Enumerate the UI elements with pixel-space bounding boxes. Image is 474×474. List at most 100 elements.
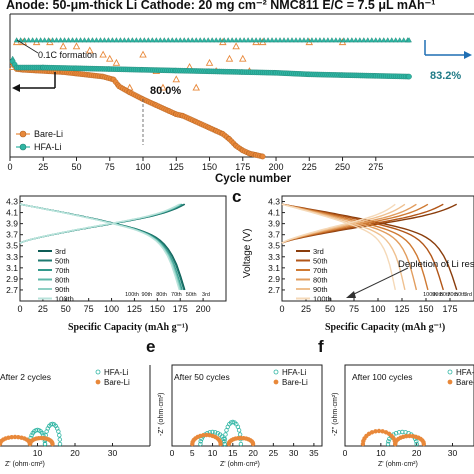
panel-a-xlabel: Cycle number xyxy=(215,173,292,185)
d-hfa-point xyxy=(57,441,63,447)
f-hfa-point xyxy=(414,441,419,447)
hfa-efficiency-point xyxy=(337,37,343,43)
hfa-efficiency-point xyxy=(125,37,132,43)
bare-efficiency-point xyxy=(205,58,214,66)
hfa-efficiency-point xyxy=(329,37,335,43)
d-hfa-point xyxy=(57,433,62,438)
b-legend-label: 90th xyxy=(55,285,70,294)
c-order-label: 3rd xyxy=(464,292,472,298)
hfa-efficiency-point xyxy=(257,37,263,43)
bare-retention-label: 80.0% xyxy=(150,85,181,97)
hfa-efficiency-point xyxy=(161,37,168,43)
left-axis-arrow-head xyxy=(12,84,20,92)
d-xtick-label: 10 xyxy=(33,448,43,458)
bare-efficiency-point xyxy=(139,50,147,58)
a-xtick-label: 25 xyxy=(38,162,48,172)
hfa-efficiency-point xyxy=(205,37,212,43)
b-legend-label: 3rd xyxy=(55,247,66,256)
a-xtick-label: 75 xyxy=(105,162,115,172)
panel-f: f After 100 cycles -Z'' (ohm·cm²) 0 10 20 3… xyxy=(318,337,474,468)
b-discharge-curve xyxy=(19,203,181,291)
hfa-efficiency-point xyxy=(49,37,56,43)
b-order-label: 80th xyxy=(156,292,167,298)
bare-efficiency-point xyxy=(192,83,200,91)
hfa-retention-label: 83.2% xyxy=(430,70,461,82)
hfa-efficiency-point xyxy=(341,37,347,43)
f-xtick-label: 30 xyxy=(448,448,458,458)
c-xtick-label: 0 xyxy=(279,304,284,314)
d-legend-label: Bare-Li xyxy=(104,378,130,387)
a-xtick-label: 100 xyxy=(135,162,150,172)
f-hfa-point xyxy=(414,439,419,444)
a-xtick-label: 250 xyxy=(335,162,350,172)
f-bare-point xyxy=(373,429,378,434)
hfa-efficiency-point xyxy=(333,37,339,43)
figure-header: Anode: 50-μm-thick Li Cathode: 20 mg cm⁻… xyxy=(6,0,435,12)
f-legend-label: HFA-Li xyxy=(456,368,474,377)
a-xtick-label: 175 xyxy=(235,162,250,172)
hfa-efficiency-point xyxy=(406,37,412,43)
c-order-label: 90th xyxy=(432,292,443,298)
hfa-efficiency-point xyxy=(185,37,192,43)
b-charge-curve xyxy=(19,203,183,244)
c-xtick-label: 175 xyxy=(442,304,457,314)
f-hfa-point xyxy=(385,441,391,447)
b-xtick-label: 0 xyxy=(17,304,22,314)
c-xtick-label: 50 xyxy=(325,304,335,314)
b-legend-label: 80th xyxy=(55,276,70,285)
c-xtick-label: 75 xyxy=(349,304,359,314)
b-charge-curve xyxy=(19,203,182,244)
hfa-efficiency-point xyxy=(65,37,72,43)
b-xtick-label: 100 xyxy=(104,304,119,314)
c-discharge-curve xyxy=(281,203,396,291)
c-ytick-label: 2.7 xyxy=(268,285,280,295)
c-ytick-label: 2.9 xyxy=(268,274,280,284)
d-hfa-point xyxy=(29,433,34,438)
hfa-efficiency-point xyxy=(345,37,351,43)
e-xtick-label: 5 xyxy=(190,448,195,458)
panel-b-frame xyxy=(19,195,227,302)
b-order-label: 70th xyxy=(171,292,182,298)
b-ytick-label: 3.9 xyxy=(6,219,18,229)
b-xtick-label: 75 xyxy=(84,304,94,314)
c-ytick-label: 4.1 xyxy=(268,208,280,218)
c-ytick-label: 3.1 xyxy=(268,263,280,273)
hfa-efficiency-point xyxy=(305,37,311,43)
c-xtick-label: 25 xyxy=(301,304,311,314)
bare-efficiency-point xyxy=(159,83,167,91)
hfa-efficiency-point xyxy=(85,37,92,43)
e-hfa-point xyxy=(238,441,244,447)
bare-efficiency-point xyxy=(225,54,234,62)
hfa-efficiency-point xyxy=(356,37,363,43)
b-charge-curve xyxy=(19,203,185,244)
bare-efficiency-point xyxy=(172,75,181,83)
e-bare-point xyxy=(218,441,223,447)
c-legend-label: 70th xyxy=(313,266,328,275)
e-xtick-label: 15 xyxy=(228,448,238,458)
d-legend-label: HFA-Li xyxy=(104,368,129,377)
b-legend-label: 50th xyxy=(55,257,70,266)
hfa-efficiency-point xyxy=(113,37,120,43)
c-xtick-label: 125 xyxy=(394,304,409,314)
a-xtick-label: 225 xyxy=(302,162,317,172)
hfa-efficiency-point xyxy=(81,37,88,43)
hfa-efficiency-point xyxy=(241,37,247,43)
hfa-efficiency-point xyxy=(29,37,36,43)
d-xtick-label: 20 xyxy=(70,448,80,458)
f-xtick-label: 0 xyxy=(343,448,348,458)
e-legend-marker xyxy=(273,379,279,385)
hfa-efficiency-point xyxy=(213,37,220,43)
hfa-efficiency-point xyxy=(101,37,108,43)
b-order-label: 100th xyxy=(125,292,139,298)
hfa-efficiency-point xyxy=(201,37,208,43)
f-legend-marker xyxy=(447,379,453,385)
hfa-efficiency-point xyxy=(289,37,295,43)
formation-label: 0.1C formation xyxy=(38,50,97,60)
legend-bare-label: Bare-Li xyxy=(34,129,63,139)
hfa-efficiency-point xyxy=(117,37,124,43)
b-discharge-curve xyxy=(19,203,183,291)
panel-e-ylabel: -Z'' (ohm·cm²) xyxy=(158,393,165,437)
hfa-efficiency-point xyxy=(297,37,303,43)
panel-f-xlabel: Z' (ohm·cm²) xyxy=(378,461,418,468)
hfa-efficiency-point xyxy=(73,37,80,43)
